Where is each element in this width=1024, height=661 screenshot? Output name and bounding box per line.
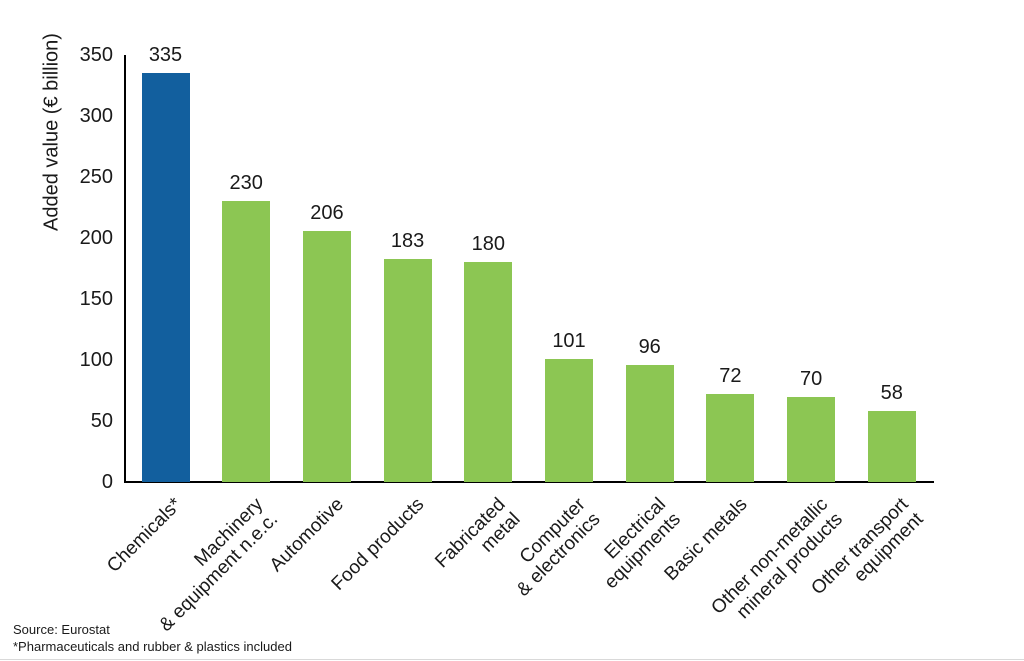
y-tick-label: 300 (79, 105, 113, 127)
y-tick-label: 0 (101, 471, 113, 493)
x-axis-line (124, 481, 934, 483)
bar-value-label: 96 (638, 335, 661, 358)
footer: Source: Eurostat *Pharmaceuticals and ru… (13, 621, 292, 655)
x-axis-label: Computer & electronics (512, 494, 605, 601)
bar (141, 73, 190, 482)
bar-value-label: 206 (310, 201, 344, 224)
bottom-divider (0, 659, 1024, 660)
bar-value-label: 183 (390, 229, 425, 252)
bar (383, 258, 432, 482)
bar-value-label: 70 (799, 367, 823, 390)
source-note: Source: Eurostat (13, 622, 110, 637)
y-tick-label: 100 (79, 349, 113, 371)
y-axis-line (124, 55, 126, 483)
x-axis-label: Automotive (265, 494, 348, 577)
bar (302, 230, 351, 482)
bar (867, 411, 916, 482)
x-axis-label: Basic metals (660, 494, 752, 586)
y-tick-label: 250 (79, 166, 113, 188)
bar-value-label: 101 (552, 329, 586, 352)
y-tick-label: 150 (79, 288, 113, 310)
y-tick-label: 200 (79, 227, 113, 249)
bar-value-label: 72 (719, 365, 742, 388)
bar (706, 394, 755, 482)
bar-value-label: 180 (471, 233, 505, 256)
y-tick-label: 50 (90, 410, 113, 432)
footnote: *Pharmaceuticals and rubber & plastics i… (13, 639, 292, 654)
x-axis-label: Chemicals* (103, 494, 187, 577)
y-axis-title: Added value (€ billion) (40, 33, 63, 231)
y-tick-label: 350 (79, 44, 113, 66)
bar (222, 201, 271, 482)
bar-value-label: 58 (880, 382, 903, 405)
bar (787, 396, 836, 482)
bar-value-label: 335 (148, 44, 183, 67)
bar (464, 262, 513, 482)
bar (545, 358, 593, 482)
bar-value-label: 230 (229, 172, 263, 195)
bar (625, 364, 674, 482)
